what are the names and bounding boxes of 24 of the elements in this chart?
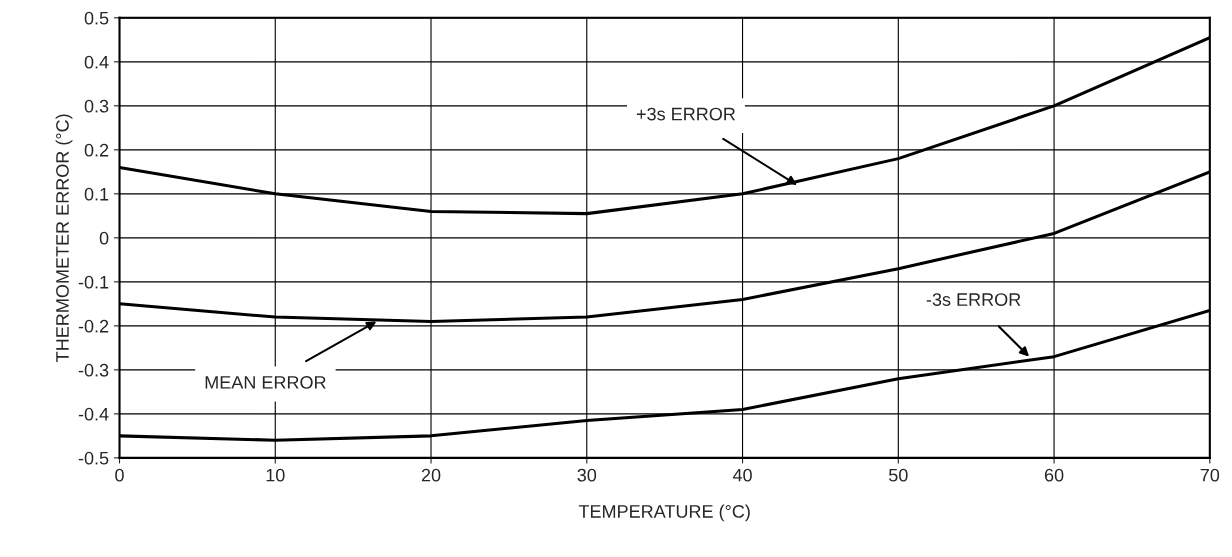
y-tick-label: 0.3 [84,99,109,113]
x-tick-label: 40 [732,468,752,482]
x-tick-label: 60 [1044,468,1064,482]
y-tick-label: -0.5 [78,451,109,465]
y-tick-label: -0.3 [78,363,109,377]
annotation: -3s ERROR [926,293,1021,306]
y-tick-label: 0.2 [84,143,109,157]
x-tick-label: 30 [577,468,597,482]
y-axis-title: THERMOMETER ERROR (°C) [55,114,73,362]
y-tick-label: 0 [99,231,109,245]
x-tick-label: 20 [421,468,441,482]
y-tick-label: 0.1 [84,187,109,201]
annotation: MEAN ERROR [205,376,326,389]
y-tick-label: -0.2 [78,319,109,333]
y-tick-label: 0.4 [84,55,109,69]
x-axis-title: TEMPERATURE (°C) [578,504,750,522]
x-tick-label: 70 [1200,468,1220,482]
x-tick-label: 50 [888,468,908,482]
x-tick-label: 10 [266,468,285,482]
annotation: +3s ERROR [636,107,736,121]
x-tick-label: 0 [115,468,124,482]
y-tick-label: -0.4 [78,407,109,421]
y-tick-label: -0.1 [78,275,109,289]
y-tick-label: 0.5 [84,11,109,25]
